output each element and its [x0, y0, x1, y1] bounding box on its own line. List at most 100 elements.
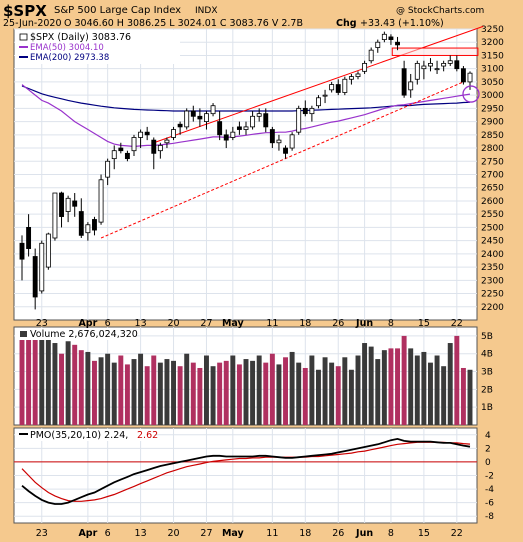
candle [230, 126, 236, 141]
candle-body [243, 126, 249, 130]
candle [217, 111, 223, 141]
legend-price-swatch [19, 33, 28, 41]
volume-bar [105, 353, 111, 425]
candle [302, 100, 308, 117]
price-panel: 2200 2250 2300 2350 2400 2450 2500 2550 2600 2650… [13, 25, 504, 321]
candle-body [381, 33, 387, 40]
candle-body [309, 107, 315, 115]
x-tick-label-top: 13 [135, 318, 147, 329]
price-tick-label: 2600 [481, 197, 504, 207]
candle [454, 55, 460, 72]
candle [269, 126, 275, 149]
volume-bar [348, 369, 354, 425]
header-chg-label: Chg [336, 18, 357, 29]
candle [65, 195, 71, 223]
candle [296, 105, 302, 135]
price-axis: 2200 2250 2300 2350 2400 2450 2500 2550 2600 2650… [481, 25, 504, 313]
pmo-tick-label: 0 [485, 458, 491, 468]
candle [52, 192, 58, 241]
volume-bar [322, 357, 328, 425]
volume-bar [151, 355, 157, 425]
candle-body [138, 131, 144, 138]
pmo-axis: -8 -6 -4 -2 0 2 4 [485, 431, 494, 522]
volume-bar [236, 364, 242, 425]
candle-body [184, 110, 190, 128]
candle-body [236, 126, 242, 130]
pmo-tick-label: -4 [485, 485, 494, 495]
price-tick-label: 2900 [481, 118, 504, 128]
candle [45, 232, 51, 270]
pmo-label: PMO(35,20,10) 2.24, [30, 430, 128, 441]
volume-tick-label: 3B [481, 368, 493, 378]
volume-bar [52, 343, 58, 425]
price-tick-label: 3250 [481, 25, 504, 35]
x-tick-label-top: Apr [78, 318, 97, 329]
volume-bar [131, 359, 137, 425]
candle [118, 142, 124, 154]
x-tick-label-bottom: 15 [418, 528, 430, 539]
legend-ema50: EMA(50) 3004.10 [30, 43, 104, 53]
ema50-line [21, 84, 471, 148]
candle [276, 134, 282, 151]
callout-circle [462, 85, 480, 103]
candle-body [395, 41, 400, 46]
pmo-signal-value: 2.62 [137, 430, 158, 441]
candle [381, 31, 387, 43]
candle [59, 191, 64, 228]
candle-body [355, 73, 361, 78]
price-tick-label: 2450 [481, 237, 504, 247]
candle-body [408, 81, 414, 91]
candle [171, 126, 176, 141]
x-axis: 23 23 Apr Apr 6 6 13 13 20 20 27 27 May May 11 11 18 18 26… [36, 318, 463, 539]
candle [151, 137, 157, 170]
volume-bar [316, 369, 321, 425]
candle-body [368, 49, 374, 62]
volume-bar [342, 357, 348, 425]
candle [428, 58, 433, 72]
volume-bar [85, 351, 91, 425]
candle [131, 134, 137, 156]
candle-body [52, 192, 58, 239]
candle-body [26, 227, 32, 249]
candle [85, 222, 91, 241]
candle [190, 105, 196, 122]
volume-bar [296, 362, 302, 425]
candle-body [428, 62, 433, 67]
volume-bar [92, 360, 97, 425]
volume-bar [124, 364, 130, 425]
volume-bar [111, 362, 117, 425]
candle [329, 81, 335, 93]
candle [197, 108, 203, 127]
volume-bar [269, 353, 275, 425]
candle [105, 158, 111, 186]
candle-body [210, 105, 216, 115]
header-symbol: $SPX [3, 2, 47, 20]
volume-bar [421, 351, 427, 425]
candle-body [78, 211, 84, 236]
candle-body [111, 150, 117, 160]
volume-bar [210, 366, 216, 425]
volume-bar [408, 348, 414, 425]
volume-bar [263, 362, 269, 425]
price-tick-label: 3200 [481, 38, 504, 48]
x-tick-label-top: 11 [266, 318, 278, 329]
candle-body [401, 68, 407, 96]
candle-body [348, 76, 354, 80]
candle [355, 71, 361, 80]
pmo-tick-label: 2 [485, 444, 491, 454]
candle [26, 214, 32, 257]
candle [223, 129, 229, 149]
candle [289, 132, 295, 151]
candle [157, 142, 163, 159]
candle-body [19, 242, 25, 260]
candle [204, 111, 209, 130]
x-tick-label-top: 23 [36, 318, 48, 329]
price-tick-label: 2800 [481, 144, 504, 154]
candle-body [85, 224, 91, 234]
candle [342, 76, 348, 96]
x-tick-label-bottom: 13 [135, 528, 147, 539]
candle [348, 73, 354, 85]
x-tick-label-bottom: 11 [266, 528, 278, 539]
candle-body [59, 192, 64, 217]
